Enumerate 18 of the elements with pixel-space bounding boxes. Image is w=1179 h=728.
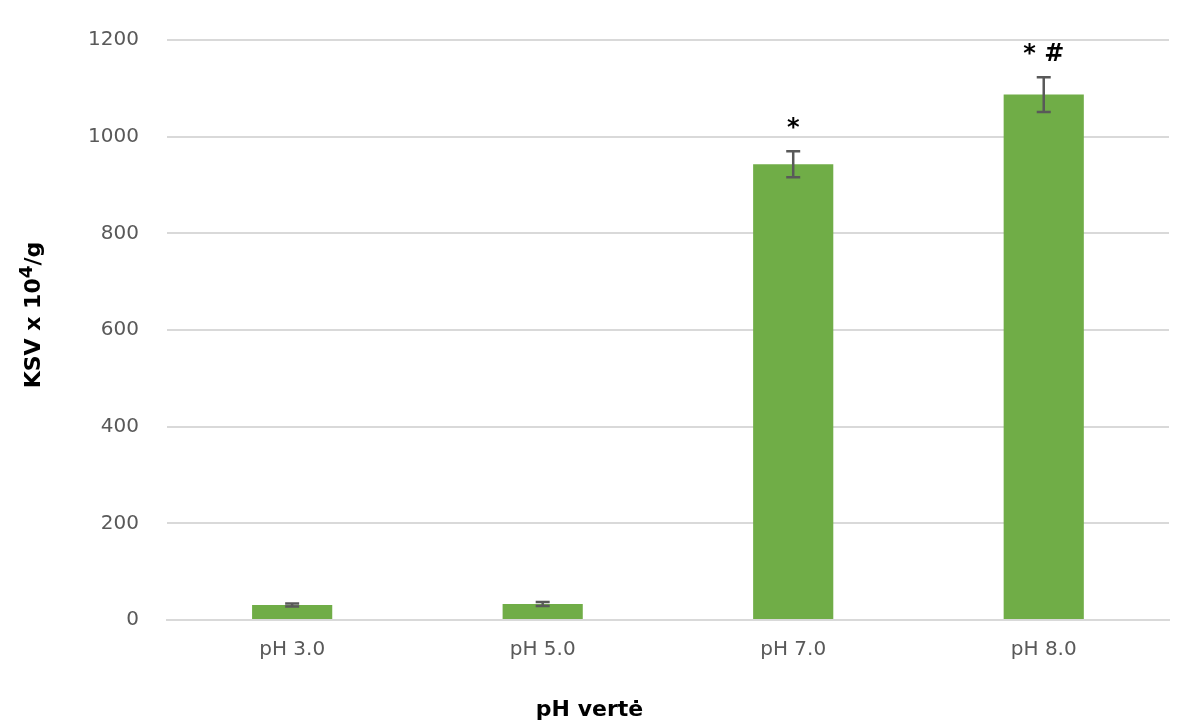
bar bbox=[1003, 94, 1084, 619]
y-tick-label: 200 bbox=[100, 509, 139, 534]
y-tick-label: 800 bbox=[100, 219, 139, 244]
annotation: * bbox=[786, 113, 800, 142]
annotation: * # bbox=[1023, 39, 1065, 68]
y-tick-label: 400 bbox=[100, 412, 139, 437]
x-tick-label: pH 3.0 bbox=[259, 636, 326, 661]
x-tick-label: pH 8.0 bbox=[1010, 636, 1077, 661]
bar bbox=[252, 605, 333, 619]
bar bbox=[502, 604, 583, 619]
y-tick-label: 600 bbox=[100, 316, 139, 341]
x-tick-label: pH 5.0 bbox=[509, 636, 576, 661]
x-axis-title: pH vertė bbox=[534, 696, 645, 721]
bar bbox=[753, 164, 834, 619]
y-tick-label: 1200 bbox=[87, 26, 139, 51]
y-tick-label: 1000 bbox=[87, 122, 139, 147]
x-tick-label: pH 7.0 bbox=[760, 636, 827, 661]
y-tick-label: 0 bbox=[126, 606, 139, 631]
